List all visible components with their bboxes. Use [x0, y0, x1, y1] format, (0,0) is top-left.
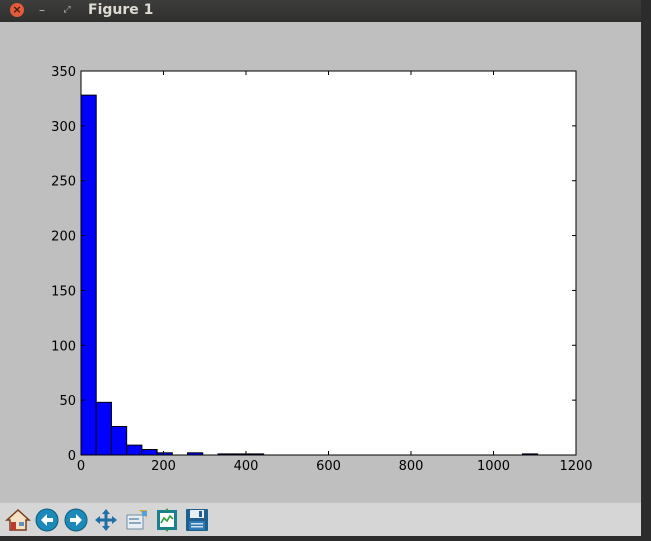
floppy-icon: [186, 509, 208, 531]
y-tick-label: 300: [51, 120, 76, 135]
histogram-bar: [110, 425, 128, 456]
zoom-button[interactable]: [124, 507, 150, 533]
x-tick-label: 800: [399, 459, 424, 474]
axes-frame: [80, 70, 577, 456]
arrow-right-icon: [64, 508, 88, 532]
zoom-rect-icon: [126, 510, 147, 530]
y-tick-label: 50: [59, 394, 76, 409]
home-icon: [5, 508, 31, 531]
arrow-left-icon: [35, 508, 59, 532]
x-tick-label: 600: [316, 459, 341, 474]
histogram-chart[interactable]: 0 200 400 600 800 1000 1200 0 50 100 150 200 250 300 3…: [0, 22, 641, 502]
back-button[interactable]: [34, 507, 60, 533]
x-tick-label: 1200: [559, 459, 592, 474]
pan-button[interactable]: [93, 507, 119, 533]
histogram-bar: [126, 444, 143, 456]
save-button[interactable]: [184, 507, 210, 533]
y-tick-label: 350: [51, 65, 76, 80]
x-tick-label: 400: [234, 459, 259, 474]
subplots-icon: [157, 508, 177, 532]
title-bar[interactable]: × – ⤢ Figure 1: [0, 0, 641, 22]
y-tick-label: 200: [51, 230, 76, 245]
x-tick-label: 200: [151, 459, 176, 474]
home-button[interactable]: [5, 507, 31, 533]
x-tick-label: 0: [77, 459, 85, 474]
y-tick-label: 100: [51, 339, 76, 354]
y-tick-label: 0: [68, 449, 76, 464]
minimize-icon[interactable]: –: [39, 3, 45, 17]
forward-button[interactable]: [63, 507, 89, 533]
axes-background: [81, 71, 576, 455]
window-right-edge: [641, 0, 651, 541]
window-bottom-edge: [0, 536, 641, 541]
y-tick-label: 150: [51, 284, 76, 299]
subplots-button[interactable]: [154, 507, 180, 533]
move-icon: [95, 509, 117, 531]
histogram-bar: [95, 401, 112, 456]
y-tick-label: 250: [51, 175, 76, 190]
histogram-bar: [141, 449, 158, 456]
window-title: Figure 1: [88, 2, 154, 18]
x-tick-label: 1000: [477, 459, 510, 474]
maximize-icon[interactable]: ⤢: [63, 5, 71, 15]
histogram-bar: [80, 94, 97, 456]
bars-group: [80, 94, 539, 456]
navigation-toolbar: [0, 502, 641, 537]
close-icon[interactable]: ×: [10, 3, 24, 17]
